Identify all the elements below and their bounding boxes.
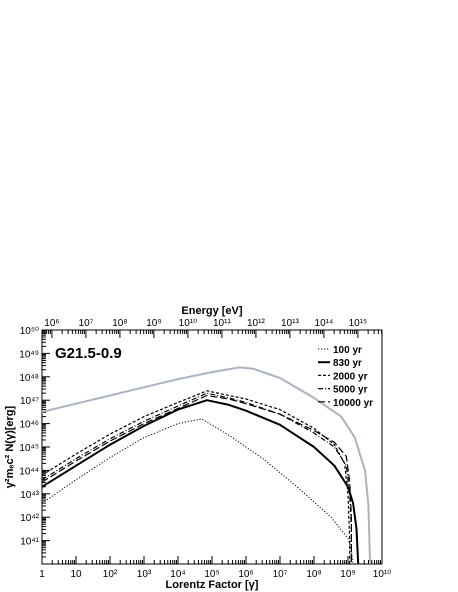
x-tick-label: 10 [70, 569, 82, 580]
top-tick-label: 10¹¹ [213, 318, 231, 329]
legend-label: 2000 yr [333, 371, 368, 382]
top-tick-label: 10⁷ [79, 318, 94, 329]
series-line-830-yr [41, 399, 360, 565]
y-tick-label: 10⁴⁵ [19, 443, 39, 454]
x-tick-label: 10⁸ [306, 569, 321, 580]
series-line-model-5 [41, 366, 372, 565]
x-tick-label: 1 [39, 569, 45, 580]
y-tick-labels: 10⁴¹ 10⁴² 10⁴³ 10⁴⁴ 10⁴⁵ 10⁴⁶ 10⁴⁷ 10⁴⁸ 10⁴⁹ 10⁵⁰ [19, 326, 39, 548]
top-tick-label: 10¹⁵ [349, 318, 368, 329]
x-tick-label: 10¹⁰ [373, 569, 391, 580]
y-tick-label: 10⁵⁰ [20, 326, 39, 337]
legend: 100 yr 830 yr 2000 yr 5000 yr 10000 yr [318, 345, 373, 409]
y-tick-label: 10⁴⁹ [19, 349, 39, 360]
legend-label: 830 yr [333, 358, 362, 369]
legend-label: 5000 yr [333, 385, 368, 396]
x-tick-labels: 1 10 10² 10³ 10⁴ 10⁵ 10⁶ 10⁷ 10⁸ 10⁹ 10¹⁰ [39, 569, 391, 580]
y-tick-label: 10⁴⁸ [19, 373, 39, 384]
y-tick-label: 10⁴⁴ [19, 466, 39, 477]
tick-marks [41, 329, 383, 565]
top-tick-labels: 10⁶ 10⁷ 10⁸ 10⁹ 10¹⁰ 10¹¹ 10¹² 10¹³ 10¹⁴ 10¹⁵ [44, 318, 367, 329]
top-tick-label: 10¹³ [281, 318, 299, 329]
top-tick-label: 10⁶ [44, 318, 59, 329]
y-tick-label: 10⁴¹ [20, 537, 39, 548]
x-tick-label: 10⁷ [273, 569, 288, 580]
legend-label: 10000 yr [333, 398, 373, 409]
top-tick-label: 10⁹ [146, 318, 161, 329]
x-tick-label: 10³ [137, 569, 152, 580]
top-tick-label: 10¹⁰ [179, 318, 197, 329]
plot-frame [41, 329, 383, 565]
x-axis-title: Lorentz Factor [γ] [166, 579, 259, 591]
series-curves [41, 366, 372, 565]
top-tick-label: 10¹² [247, 318, 265, 329]
y-tick-label: 10⁴⁶ [19, 420, 39, 431]
x-tick-label: 10⁵ [204, 569, 219, 580]
top-tick-label: 10¹⁴ [315, 318, 334, 329]
top-tick-label: 10⁸ [112, 318, 127, 329]
y-tick-label: 10⁴³ [20, 490, 39, 501]
series-line-10000-yr [41, 394, 352, 564]
x-tick-label: 10⁹ [340, 569, 355, 580]
x-tick-label: 10² [103, 569, 118, 580]
series-line-2000-yr [41, 390, 351, 564]
y-tick-label: 10⁴⁷ [20, 396, 39, 407]
series-line-100-yr [41, 418, 354, 565]
y-axis-title: γ²mₑc² N(γ)[erg] [4, 405, 16, 488]
y-tick-label: 10⁴² [20, 513, 39, 524]
legend-label: 100 yr [333, 345, 362, 356]
series-line-5000-yr [41, 392, 352, 564]
top-axis-title: Energy [eV] [181, 305, 242, 317]
chart-annotation: G21.5-0.9 [55, 345, 122, 362]
x-tick-label: 10⁶ [238, 569, 253, 580]
x-tick-label: 10⁴ [170, 569, 185, 580]
